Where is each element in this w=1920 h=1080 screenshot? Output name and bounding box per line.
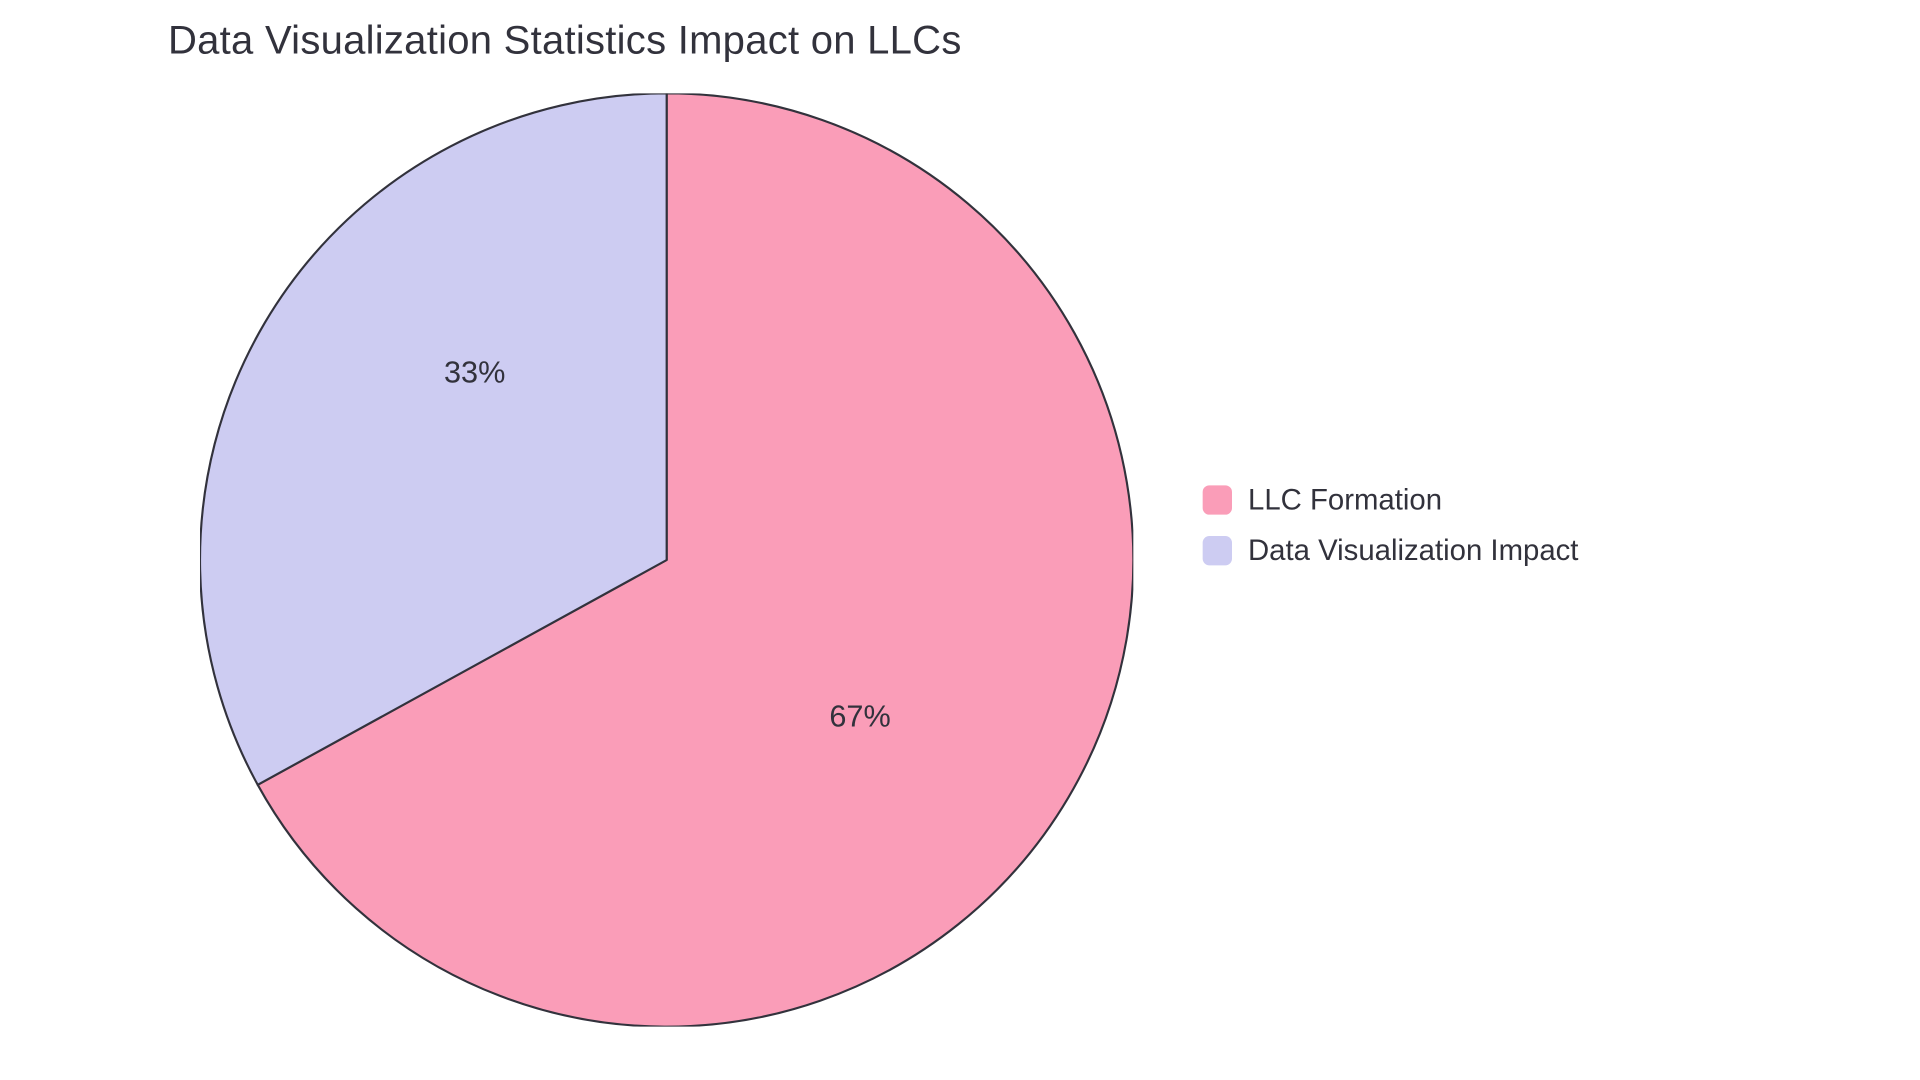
legend-label-llc-formation: LLC Formation: [1248, 483, 1442, 518]
legend-item-data-viz-impact: Data Visualization Impact: [1203, 533, 1579, 568]
slice-label-data-viz-impact: 33%: [444, 355, 505, 391]
legend-swatch-data-viz-impact: [1203, 536, 1232, 565]
pie-chart: 67% 33%: [200, 93, 1133, 1026]
slice-label-llc-formation: 67%: [829, 699, 890, 735]
pie-svg: [200, 93, 1133, 1026]
legend: LLC Formation Data Visualization Impact: [1203, 483, 1579, 584]
legend-swatch-llc-formation: [1203, 485, 1232, 514]
legend-item-llc-formation: LLC Formation: [1203, 483, 1579, 518]
legend-label-data-viz-impact: Data Visualization Impact: [1248, 533, 1578, 568]
chart-title: Data Visualization Statistics Impact on …: [168, 19, 962, 64]
